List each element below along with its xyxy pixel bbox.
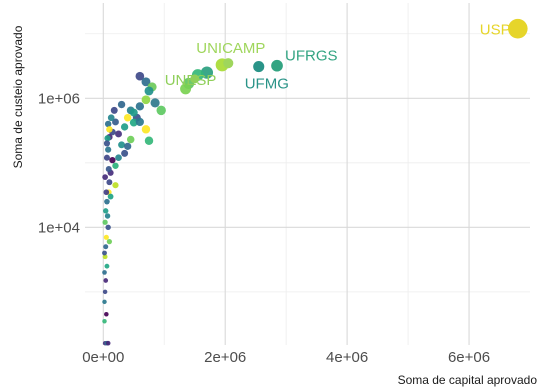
data-point xyxy=(144,136,154,145)
data-point xyxy=(105,166,112,173)
point-label-usp: USP xyxy=(480,22,511,39)
data-point xyxy=(104,263,110,269)
data-point xyxy=(104,198,110,205)
data-point xyxy=(107,193,114,200)
data-point xyxy=(109,156,116,164)
y-tick-label: 1e+04 xyxy=(38,219,80,236)
data-point xyxy=(135,117,144,127)
data-point xyxy=(126,135,135,144)
data-point xyxy=(123,113,132,122)
labeled-point-usp xyxy=(508,18,528,39)
data-point xyxy=(102,254,108,260)
labeled-point-ufrgs xyxy=(271,59,283,72)
data-point xyxy=(129,108,138,117)
data-point xyxy=(104,135,111,142)
data-point xyxy=(102,270,107,275)
data-point xyxy=(135,102,145,111)
x-tick-label: 4e+06 xyxy=(326,349,368,366)
data-point xyxy=(103,140,111,147)
data-point xyxy=(105,146,112,153)
data-point xyxy=(102,219,108,225)
x-tick-label: 6e+06 xyxy=(448,349,490,366)
data-point xyxy=(103,208,109,214)
labeled-point-unesp xyxy=(190,74,200,84)
tick-labels: 0e+00 2e+06 4e+06 6e+06 1e+04 1e+06 xyxy=(38,90,490,366)
data-point xyxy=(110,106,118,114)
data-point xyxy=(102,250,107,256)
data-point xyxy=(103,189,110,196)
data-point xyxy=(106,179,113,186)
data-point xyxy=(156,105,166,116)
data-point xyxy=(141,95,151,105)
data-point xyxy=(106,239,113,245)
data-point xyxy=(104,120,112,128)
point-label-ufrgs: UFRGS xyxy=(285,48,338,65)
data-point xyxy=(102,319,107,324)
data-point xyxy=(112,182,119,189)
data-point xyxy=(106,126,113,133)
data-point xyxy=(117,100,126,109)
data-point xyxy=(115,130,122,138)
grid xyxy=(85,3,530,345)
data-point xyxy=(112,118,119,126)
point-label-unicamp: UNICAMP xyxy=(196,40,265,57)
y-axis-title: Soma de custeio aprovado xyxy=(11,25,25,168)
data-point xyxy=(102,299,107,305)
data-point xyxy=(105,340,111,346)
data-point xyxy=(129,118,138,127)
data-point xyxy=(144,86,154,96)
data-point xyxy=(141,125,151,134)
x-axis-title: Soma de capital aprovado xyxy=(398,373,538,387)
data-point xyxy=(104,311,109,317)
data-point xyxy=(107,114,115,122)
data-point xyxy=(102,289,108,295)
data-point xyxy=(124,142,132,150)
point-label-ufmg: UFMG xyxy=(245,76,289,93)
data-point xyxy=(103,278,109,283)
y-tick-label: 1e+06 xyxy=(38,90,80,107)
data-point xyxy=(102,174,108,180)
data-point xyxy=(180,83,192,95)
data-point xyxy=(120,123,129,131)
data-point xyxy=(103,234,109,240)
data-point xyxy=(103,154,110,161)
data-point xyxy=(104,213,111,219)
data-point xyxy=(200,66,214,79)
labeled-point-unicamp xyxy=(223,58,234,69)
data-point xyxy=(118,141,126,149)
labeled-points: USP UNICAMP UFRGS UFMG UNESP xyxy=(165,18,528,93)
data-point xyxy=(135,71,145,81)
labeled-point-ufmg xyxy=(253,61,265,73)
data-point xyxy=(112,162,119,169)
data-point xyxy=(150,98,160,108)
x-tick-label: 0e+00 xyxy=(82,349,124,366)
data-point xyxy=(103,244,109,250)
point-label-unesp: UNESP xyxy=(165,72,217,89)
data-points xyxy=(102,58,229,346)
x-tick-label: 2e+06 xyxy=(204,349,246,366)
data-point xyxy=(121,149,129,157)
data-point xyxy=(141,77,151,87)
data-point xyxy=(115,154,122,162)
data-point xyxy=(105,224,111,231)
